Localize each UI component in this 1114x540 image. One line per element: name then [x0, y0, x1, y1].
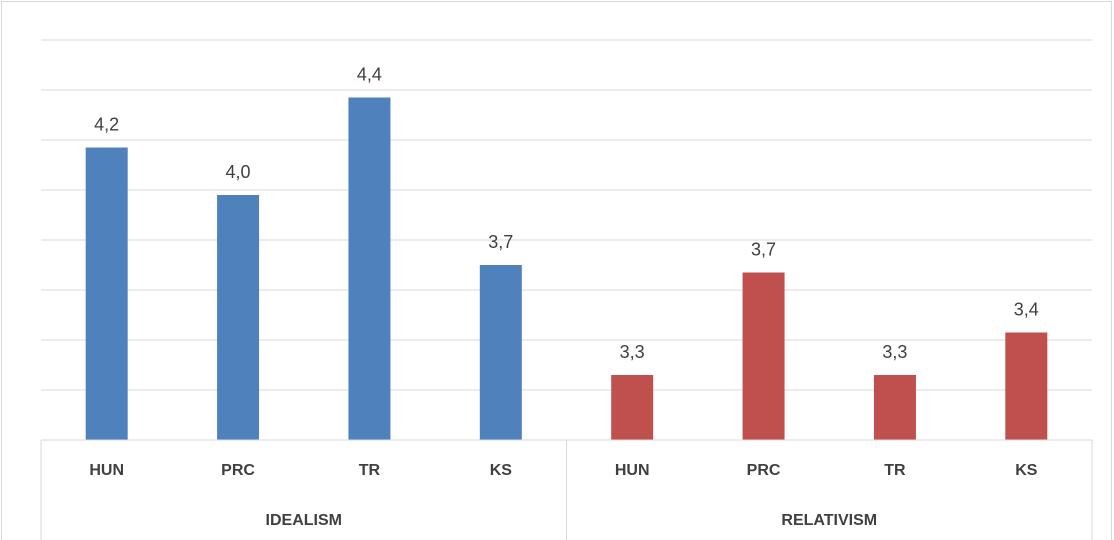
- x-tick-label: PRC: [747, 462, 781, 479]
- data-label: 3,3: [620, 342, 645, 362]
- data-label: 3,7: [488, 232, 513, 252]
- bar: [348, 97, 391, 440]
- group-label: IDEALISM: [266, 512, 342, 529]
- data-label: 3,7: [751, 239, 776, 259]
- x-tick-label: TR: [884, 462, 906, 479]
- x-tick-label: KS: [490, 462, 513, 479]
- bar: [1005, 332, 1048, 440]
- bar: [217, 195, 260, 440]
- bar: [873, 375, 916, 440]
- data-label: 4,0: [226, 162, 251, 182]
- x-tick-label: TR: [359, 462, 381, 479]
- x-tick-label: HUN: [89, 462, 124, 479]
- bar: [479, 265, 522, 440]
- bar: [742, 272, 785, 440]
- bar: [85, 147, 128, 440]
- data-label: 3,4: [1014, 299, 1039, 319]
- x-tick-label: PRC: [221, 462, 255, 479]
- x-tick-label: HUN: [615, 462, 650, 479]
- bar: [611, 375, 654, 440]
- data-label: 4,4: [357, 64, 382, 84]
- data-label: 4,2: [94, 114, 119, 134]
- data-label: 3,3: [882, 342, 907, 362]
- x-tick-label: KS: [1015, 462, 1038, 479]
- group-label: RELATIVISM: [781, 512, 877, 529]
